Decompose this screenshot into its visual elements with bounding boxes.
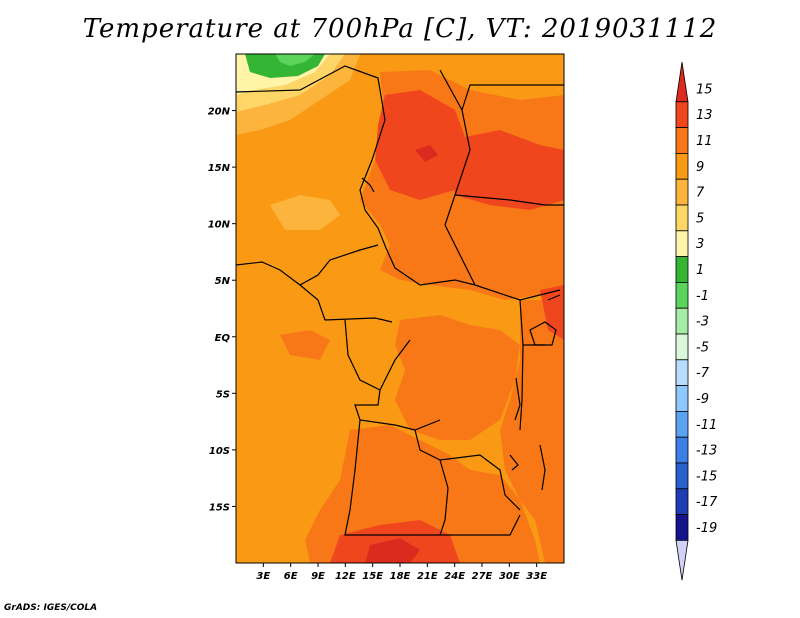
field-11-13-west: [280, 330, 330, 360]
colorbar-swatch: [675, 436, 689, 464]
colorbar-swatch: [675, 178, 689, 206]
colorbar-label: 11: [696, 134, 713, 149]
colorbar-label: 15: [696, 82, 713, 97]
colorbar-label: 9: [696, 160, 704, 175]
field-7-9-gulf: [270, 195, 340, 230]
coast-lake-malawi: [539, 444, 546, 491]
colorbar: 15 13 11 9 7 5 3 1 -1 -3 -5 -7 -9 -11 -13 -15 -17 -19: [675, 61, 718, 581]
colorbar-swatch: [675, 127, 689, 154]
lat-tick-label: 10N: [208, 220, 231, 231]
field--1-1-north: [275, 54, 315, 66]
country-borders: [236, 65, 564, 536]
colorbar-label: -15: [696, 469, 717, 484]
lon-tick-label: 6E: [284, 571, 298, 582]
colorbar-label: -17: [696, 495, 718, 510]
colorbar-label: 5: [696, 211, 704, 226]
lon-tick-label: 12E: [335, 571, 356, 582]
colorbar-label: -13: [696, 444, 717, 459]
lat-tick-label: 5S: [216, 389, 230, 400]
colorbar-label: 13: [696, 108, 713, 123]
colorbar-swatch: [675, 410, 689, 438]
colorbar-label: 7: [696, 186, 705, 201]
temperature-field: [236, 54, 564, 563]
colorbar-swatch: [675, 230, 689, 258]
lon-tick-label: 3E: [256, 571, 270, 582]
colorbar-label: -5: [696, 340, 709, 355]
colorbar-swatch: [675, 307, 689, 335]
colorbar-swatch: [675, 514, 689, 541]
field-15-plus-south: [365, 538, 420, 563]
field-13-15-chad: [375, 90, 470, 200]
colorbar-swatch: [675, 385, 689, 412]
colorbar-swatch: [675, 152, 689, 180]
lon-tick-label: 33E: [526, 571, 547, 582]
colorbar-swatch: [675, 256, 689, 283]
colorbar-label: -7: [696, 366, 710, 381]
lon-tick-label: 21E: [417, 571, 438, 582]
lat-tick-label: 20N: [208, 107, 231, 118]
grads-credit: GrADS: IGES/COLA: [4, 603, 98, 613]
coast-lake-chad: [361, 177, 375, 193]
colorbar-swatch: [675, 61, 689, 103]
colorbar-label: -11: [696, 418, 717, 433]
coast-lake-victoria: [529, 321, 557, 346]
field-15-plus-chad: [415, 145, 438, 162]
lon-tick-label: 15E: [362, 571, 383, 582]
colorbar-swatch: [675, 540, 689, 581]
lon-tick-label: 27E: [472, 571, 493, 582]
border-lines: [236, 65, 564, 536]
field-11-13-east: [500, 300, 564, 563]
lat-tick-label: 10S: [209, 446, 230, 457]
colorbar-label: 1: [696, 263, 704, 278]
colorbar-swatch: [675, 359, 689, 386]
lon-tick-label: 30E: [499, 571, 520, 582]
lon-tick-label: 9E: [311, 571, 325, 582]
colorbar-label: -1: [696, 289, 709, 304]
colorbar-swatch: [675, 101, 689, 129]
coast-lake-kariba: [509, 454, 519, 471]
lat-axis: 20N 15N 10N 5N EQ 5S 10S 15S: [208, 107, 236, 513]
lat-tick-label: EQ: [215, 333, 231, 344]
field-11-13-central: [395, 315, 520, 440]
colorbar-label: -3: [696, 315, 709, 330]
colorbar-swatch: [675, 462, 689, 490]
lon-tick-label: 18E: [390, 571, 411, 582]
field-13-15-kenya: [540, 285, 564, 340]
colorbar-label: -19: [696, 521, 717, 536]
lat-tick-label: 15N: [208, 163, 231, 174]
lon-axis: 3E 6E 9E 12E 15E 18E 21E 24E 27E 30E 33E: [256, 563, 547, 582]
colorbar-swatch: [675, 281, 689, 309]
field-11-13-south: [305, 425, 540, 563]
lat-tick-label: 15S: [209, 502, 230, 513]
colorbar-label: 3: [696, 237, 704, 252]
lon-tick-label: 24E: [444, 571, 465, 582]
map-title: Temperature at 700hPa [C], VT: 201903111…: [82, 14, 718, 44]
colorbar-swatch: [675, 488, 689, 515]
colorbar-swatch: [675, 333, 689, 361]
lat-tick-label: 5N: [215, 276, 231, 287]
colorbar-swatch: [675, 204, 689, 232]
colorbar-label: -9: [696, 392, 709, 407]
field-13-15-sudan: [450, 130, 564, 210]
coast-lake-tanganyika: [514, 377, 521, 421]
